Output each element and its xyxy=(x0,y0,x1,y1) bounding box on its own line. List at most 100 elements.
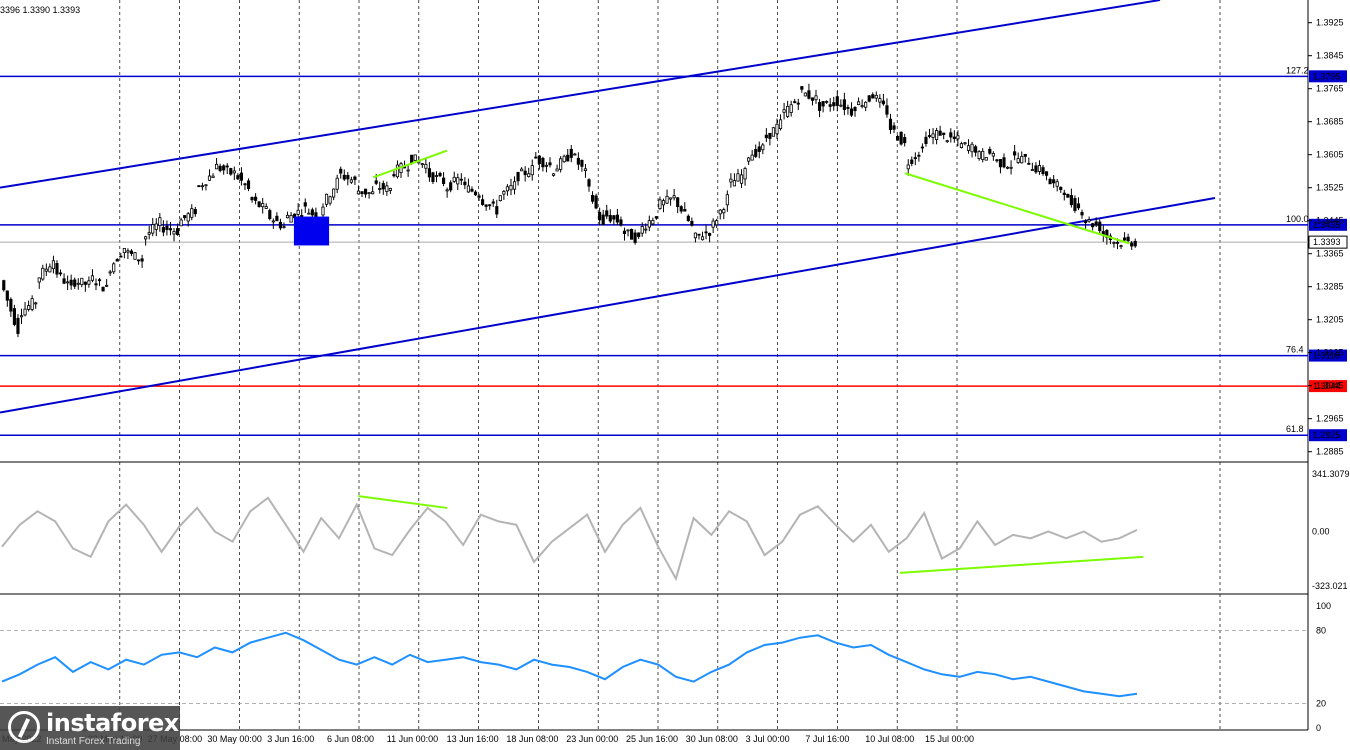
candle-body xyxy=(456,177,460,185)
candle-body xyxy=(647,220,651,228)
candle-body xyxy=(1130,242,1134,247)
candle-body xyxy=(268,210,272,219)
candle-body xyxy=(434,175,439,177)
candle-body xyxy=(392,174,396,177)
candle-body xyxy=(583,168,588,172)
candle-body xyxy=(800,86,804,90)
candle-body xyxy=(215,163,219,170)
candle-body xyxy=(466,185,470,193)
candle-body xyxy=(122,247,126,254)
candle-body xyxy=(19,315,24,318)
candle-body xyxy=(860,105,864,107)
candle-body xyxy=(154,223,158,230)
price-tick-label: 1.3285 xyxy=(1316,282,1344,292)
signal-box xyxy=(293,216,330,246)
candle-body xyxy=(108,271,112,274)
candle-body xyxy=(207,175,212,181)
candle-body xyxy=(115,258,119,262)
candle-body xyxy=(768,132,772,139)
candle-body xyxy=(381,183,385,190)
candle-body xyxy=(243,183,247,186)
candle-body xyxy=(548,162,552,166)
candle-body xyxy=(282,226,286,229)
brand-name: instaforex xyxy=(46,709,179,737)
candle-body xyxy=(633,232,637,243)
candle-body xyxy=(30,298,34,310)
candle-body xyxy=(534,156,538,159)
candle-body xyxy=(938,130,942,136)
candle-body xyxy=(76,282,80,285)
candle-body xyxy=(615,214,619,223)
candle-body xyxy=(62,278,66,284)
candle-body xyxy=(449,182,453,191)
candle-body xyxy=(754,149,758,157)
candle-body xyxy=(310,209,314,216)
candle-body xyxy=(5,290,9,301)
candle-body xyxy=(981,150,985,160)
candle-body xyxy=(708,232,712,236)
candle-body xyxy=(183,215,187,219)
candle-body xyxy=(931,133,935,138)
candle-body xyxy=(612,215,616,220)
candle-body xyxy=(580,159,584,167)
candle-body xyxy=(197,185,201,188)
candle-body xyxy=(871,94,875,99)
time-tick-label: 7 Jul 16:00 xyxy=(805,734,849,744)
candle-body xyxy=(1087,219,1091,222)
candle-body xyxy=(878,98,882,103)
candle-body xyxy=(821,101,825,107)
candle-body xyxy=(254,196,258,201)
candle-body xyxy=(573,153,577,156)
candle-body xyxy=(1112,242,1116,244)
price-tick-label: 1.3125 xyxy=(1316,348,1344,358)
candle-body xyxy=(55,263,59,275)
candle-body xyxy=(94,283,98,286)
candle-body xyxy=(1083,220,1088,224)
oscillator-axis-label: 341.3079 xyxy=(1312,469,1350,479)
candle-body xyxy=(261,203,265,208)
candle-body xyxy=(119,255,123,258)
level-price-text: 1.3044 xyxy=(1313,381,1341,391)
candle-body xyxy=(906,164,910,170)
candle-body xyxy=(750,154,754,161)
candle-body xyxy=(739,174,744,184)
candle-body xyxy=(360,191,364,195)
candle-body xyxy=(956,135,960,140)
candle-body xyxy=(651,220,655,225)
rsi-axis-label: 100 xyxy=(1316,601,1331,611)
candle-body xyxy=(385,185,389,192)
candle-body xyxy=(105,284,109,287)
candle-body xyxy=(186,213,190,222)
price-tick-label: 1.2965 xyxy=(1316,414,1344,424)
candle-body xyxy=(66,281,70,284)
candle-body xyxy=(537,155,541,164)
candle-body xyxy=(90,275,95,281)
candle-body xyxy=(970,143,974,153)
instaforex-logo: instaforex Instant Forex Trading xyxy=(0,706,180,750)
price-tick-label: 1.3605 xyxy=(1316,150,1344,160)
oscillator-axis-label: 0.00 xyxy=(1312,527,1330,537)
channel-lower xyxy=(0,197,1216,414)
candle-body xyxy=(271,220,275,223)
candle-body xyxy=(963,142,967,145)
candle-body xyxy=(285,214,290,219)
time-tick-label: 23 Jun 00:00 xyxy=(566,734,618,744)
candle-body xyxy=(204,184,208,187)
oscillator-divergence-line xyxy=(899,555,1144,574)
price-tick-label: 1.3925 xyxy=(1316,18,1344,28)
candle-body xyxy=(51,260,56,270)
candle-body xyxy=(470,188,474,192)
instaforex-mark-icon xyxy=(8,711,40,743)
candle-body xyxy=(576,157,580,165)
level-price-tag xyxy=(1309,349,1347,362)
annotations xyxy=(293,149,1130,246)
candle-body xyxy=(935,130,939,140)
candle-body xyxy=(44,268,48,272)
candle-body xyxy=(807,90,811,99)
candle-body xyxy=(502,191,506,195)
brand-tagline: Instant Forex Trading xyxy=(46,736,141,747)
candle-body xyxy=(669,197,673,200)
candle-body xyxy=(590,195,595,202)
candle-body xyxy=(541,157,545,168)
candle-body xyxy=(803,92,807,97)
